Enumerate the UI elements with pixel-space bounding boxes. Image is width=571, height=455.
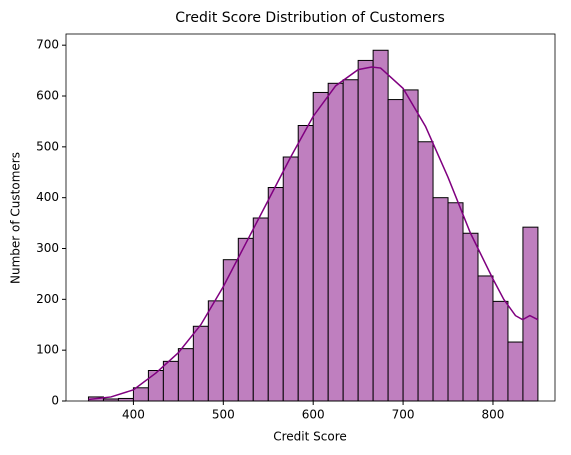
bar — [132, 387, 149, 402]
bar — [252, 217, 269, 402]
x-tick-label: 700 — [392, 408, 415, 422]
bar — [402, 89, 419, 402]
x-axis-label: Credit Score — [273, 430, 347, 444]
bar — [297, 124, 314, 402]
y-axis-label: Number of Customers — [9, 152, 23, 284]
bar — [387, 99, 404, 402]
bar — [327, 82, 344, 402]
plot-frame — [65, 33, 556, 402]
chart-title: Credit Score Distribution of Customers — [175, 10, 445, 26]
bar — [177, 348, 194, 402]
bar — [312, 91, 329, 402]
y-tick-label: 600 — [36, 89, 59, 103]
bar — [192, 325, 209, 402]
y-tick-label: 300 — [36, 241, 59, 255]
bar — [492, 300, 509, 402]
x-tick-label: 400 — [122, 408, 145, 422]
bar — [207, 300, 224, 402]
bar — [372, 49, 389, 402]
x-tick-label: 600 — [302, 408, 325, 422]
kde-line — [88, 66, 539, 401]
bar — [462, 232, 479, 402]
bar — [237, 237, 254, 402]
bar — [282, 156, 299, 402]
bar — [147, 370, 164, 402]
bar — [432, 197, 449, 402]
bar — [162, 360, 179, 402]
y-tick-label: 0 — [51, 394, 59, 408]
x-tick-label: 500 — [212, 408, 235, 422]
bar — [267, 187, 284, 402]
y-tick-label: 200 — [36, 292, 59, 306]
bar — [477, 275, 494, 402]
bar — [522, 226, 539, 402]
bar — [507, 341, 524, 402]
y-tick-label: 100 — [36, 343, 59, 357]
y-tick-label: 700 — [36, 38, 59, 52]
bar — [417, 141, 434, 402]
x-tick-label: 800 — [482, 408, 505, 422]
y-tick-label: 400 — [36, 190, 59, 204]
y-tick-label: 500 — [36, 139, 59, 153]
bar — [357, 59, 374, 402]
bar — [342, 79, 359, 402]
bar — [447, 202, 464, 402]
